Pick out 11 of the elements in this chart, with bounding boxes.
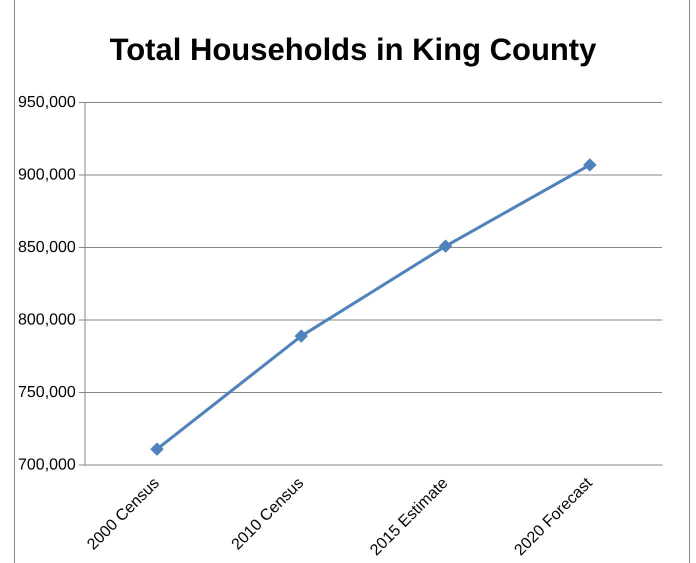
y-tick-label: 850,000 (18, 239, 76, 256)
y-tick-label: 700,000 (18, 456, 76, 474)
point (294, 330, 308, 343)
point (439, 240, 452, 253)
point (150, 442, 164, 456)
y-tick-label: 900,000 (18, 166, 76, 184)
y-tick-label: 800,000 (18, 312, 76, 329)
chart-title: Total Households in King County (108, 32, 598, 68)
point (583, 158, 596, 172)
y-tick-label: 750,000 (18, 384, 76, 402)
y-tick-label: 950,000 (18, 94, 76, 112)
